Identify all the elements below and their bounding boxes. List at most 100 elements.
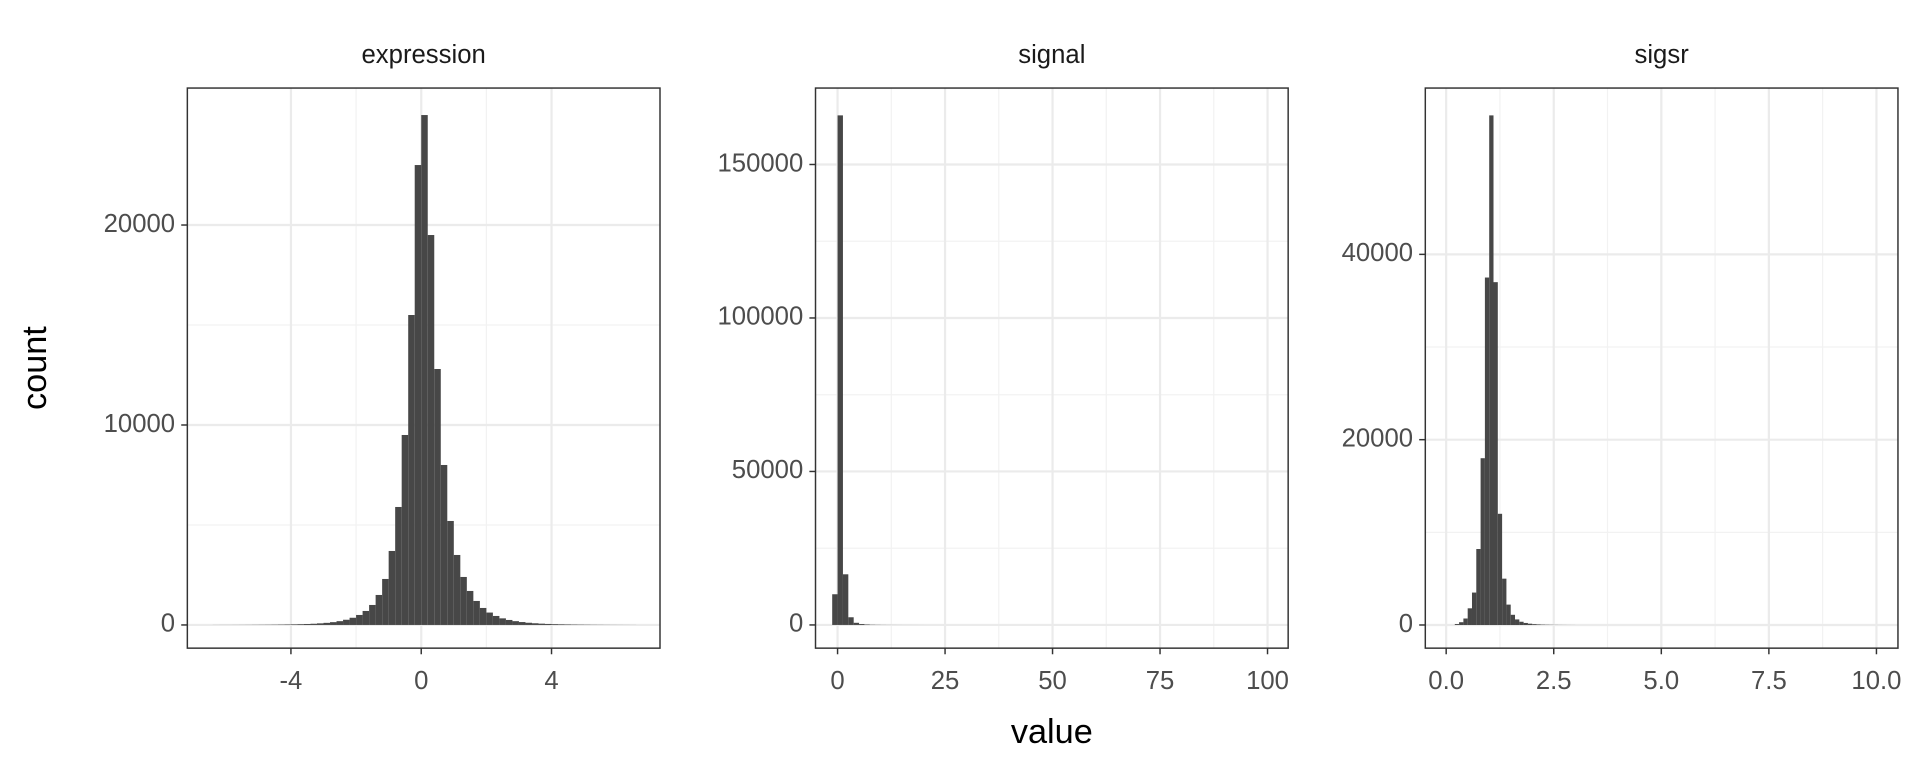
- bar: [505, 619, 513, 625]
- bar: [525, 622, 532, 625]
- bar: [1515, 619, 1520, 625]
- bar: [551, 624, 559, 625]
- x-tick-label: 4: [544, 667, 558, 695]
- bar: [1480, 458, 1485, 625]
- bar: [1497, 513, 1503, 625]
- bar: [290, 624, 298, 625]
- bar: [310, 623, 317, 625]
- y-tick-label: 20000: [104, 210, 175, 238]
- bar: [388, 550, 396, 625]
- bar: [1519, 621, 1524, 625]
- bar: [1493, 282, 1498, 625]
- bar: [512, 621, 519, 625]
- bar: [842, 574, 849, 625]
- x-axis-title: value: [1011, 713, 1093, 751]
- bar: [1523, 622, 1528, 625]
- bar: [1510, 614, 1516, 625]
- bar: [343, 619, 350, 625]
- bar: [1502, 578, 1507, 625]
- bar: [492, 615, 500, 625]
- bar: [303, 623, 311, 625]
- bar: [1506, 604, 1511, 625]
- bar: [848, 617, 854, 625]
- x-tick-label: 7.5: [1751, 667, 1787, 695]
- y-tick-label: 50000: [732, 456, 803, 484]
- x-tick-label: 25: [931, 667, 960, 695]
- bar: [531, 623, 539, 625]
- bar: [316, 623, 324, 625]
- bar: [538, 623, 546, 625]
- x-tick-label: 50: [1038, 667, 1067, 695]
- x-tick-label: 0: [414, 667, 428, 695]
- y-tick-label: 10000: [104, 410, 175, 438]
- bar: [362, 610, 370, 625]
- panel-title: expression: [362, 41, 486, 69]
- bar: [832, 594, 838, 625]
- bar: [837, 115, 843, 625]
- x-tick-label: 5.0: [1643, 667, 1679, 695]
- panel-title: signal: [1018, 41, 1085, 69]
- y-tick-label: 0: [789, 610, 803, 638]
- bar: [356, 614, 363, 625]
- y-tick-label: 0: [1399, 610, 1413, 638]
- panel-border: [186, 87, 661, 649]
- y-tick-label: 0: [161, 610, 175, 638]
- bar: [859, 624, 865, 625]
- bar: [1476, 549, 1481, 625]
- bar: [408, 315, 415, 625]
- bar: [330, 622, 337, 625]
- bar: [453, 554, 461, 625]
- bar: [401, 434, 409, 625]
- bar: [1471, 592, 1477, 625]
- bar: [460, 576, 467, 625]
- bar: [499, 618, 506, 625]
- bar: [466, 590, 474, 625]
- bar: [434, 369, 441, 625]
- bar: [382, 578, 389, 625]
- bar: [1532, 624, 1537, 625]
- bar: [447, 520, 454, 625]
- y-axis-title: count: [16, 326, 54, 410]
- bar: [473, 600, 480, 625]
- panel-title: sigsr: [1634, 41, 1689, 69]
- bar: [1489, 115, 1494, 625]
- bar: [414, 165, 422, 625]
- bar: [336, 621, 344, 625]
- bar: [1454, 624, 1460, 625]
- bar: [558, 624, 565, 625]
- x-tick-label: 100: [1246, 667, 1289, 695]
- bar: [1527, 623, 1533, 625]
- panel-border: [814, 87, 1289, 649]
- x-tick-label: 0.0: [1428, 667, 1464, 695]
- bar: [369, 604, 376, 625]
- panel-border: [1424, 87, 1899, 649]
- bar: [518, 622, 526, 625]
- bar: [1484, 277, 1490, 625]
- bar: [323, 622, 331, 625]
- bar: [1459, 622, 1464, 625]
- bar: [545, 623, 552, 625]
- bar: [1536, 624, 1541, 625]
- x-tick-label: -4: [280, 667, 303, 695]
- bar: [486, 612, 493, 625]
- bar: [421, 115, 428, 625]
- bar: [479, 607, 487, 625]
- bar: [349, 617, 357, 625]
- y-tick-label: 100000: [717, 303, 803, 331]
- y-tick-label: 40000: [1342, 239, 1413, 267]
- bar: [853, 622, 860, 625]
- x-tick-label: 0: [830, 667, 844, 695]
- x-tick-label: 2.5: [1536, 667, 1572, 695]
- y-tick-label: 20000: [1342, 424, 1413, 452]
- bar: [375, 594, 383, 625]
- y-tick-label: 150000: [717, 149, 803, 177]
- bar: [297, 624, 304, 625]
- x-tick-label: 75: [1146, 667, 1175, 695]
- bar: [440, 464, 448, 625]
- bar: [395, 506, 402, 625]
- bar: [427, 235, 435, 625]
- x-tick-label: 10.0: [1851, 667, 1901, 695]
- bar: [1463, 618, 1468, 625]
- bar: [1467, 608, 1472, 625]
